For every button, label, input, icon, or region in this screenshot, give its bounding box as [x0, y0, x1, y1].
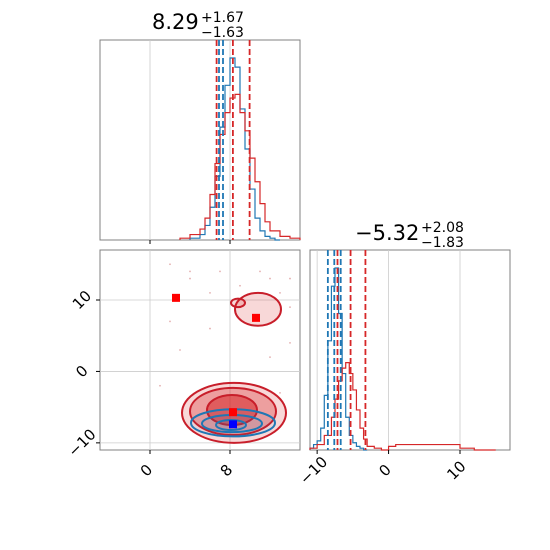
panel-marginal-2-xtick-label-2: 10	[443, 457, 469, 483]
panel-joint-contour-red-4	[230, 297, 246, 309]
panel-joint-grid	[100, 250, 300, 450]
panel-joint-marker-red-2	[229, 408, 237, 417]
panel-joint-contour-red-3	[234, 291, 282, 327]
panel-marginal-1-frame	[99, 39, 301, 241]
panel-marginal-2-ticks: −10 0 10	[296, 450, 470, 488]
panel-joint-xtick-label-0: 0	[137, 461, 156, 480]
panel-joint-sample-point	[289, 306, 291, 309]
panel-marginal-1: 8.29 +1.67 −1.63	[99, 10, 301, 244]
panel-marginal-1-histograms	[179, 57, 301, 241]
panel-joint-sample-point	[239, 284, 241, 287]
panel-joint-sample-point	[289, 277, 291, 280]
panel-joint-ytick-label-1: 0	[72, 362, 91, 381]
panel-marginal-1-title-value: 8.29	[152, 10, 199, 34]
panel-joint-sample-point	[169, 263, 171, 266]
panel-joint-sample-point	[289, 341, 291, 344]
panel-marginal-2-xtick-label-1: 0	[375, 461, 394, 480]
panel-joint-sample-point	[159, 384, 161, 387]
panel-joint-sample-point	[189, 270, 191, 273]
panel-marginal-2-title-value: −5.32	[355, 221, 419, 245]
panel-marginal-2-title-lower: −1.83	[421, 235, 464, 251]
panel-marginal-2-histograms	[309, 267, 496, 451]
panel-marginal-2-histogram-blue	[309, 267, 368, 451]
panel-joint-sample-point	[279, 291, 281, 294]
panel-marginal-1-histogram-blue	[189, 57, 280, 241]
panel-joint-sample-point	[259, 270, 261, 273]
panel-joint-markers	[172, 293, 260, 429]
panel-joint-sample-point	[179, 349, 181, 351]
panel-marginal-1-quantiles	[215, 40, 251, 240]
panel-joint: 0 8 −10 0 10	[64, 249, 301, 480]
panel-joint-sample-point	[169, 320, 171, 323]
panel-marginal-1-histogram-red	[179, 93, 301, 240]
panel-marginal-1-title-upper: +1.67	[201, 10, 244, 26]
panel-marginal-2-grid	[316, 250, 461, 450]
panel-joint-sample-point	[209, 291, 211, 294]
panel-marginal-1-ticks	[149, 240, 231, 244]
panel-marginal-2-xtick-label-0: −10	[296, 453, 331, 488]
panel-joint-sample-point	[219, 270, 221, 273]
panel-marginal-2-frame	[309, 249, 511, 451]
panel-marginal-2-histogram-red	[309, 362, 496, 451]
panel-marginal-2-title-upper: +2.08	[421, 220, 464, 236]
panel-joint-sample-point	[269, 356, 271, 359]
panel-marginal-2-quantiles	[326, 250, 367, 450]
panel-joint-ytick-label-2: 10	[69, 287, 95, 313]
panel-marginal-1-title-lower: −1.63	[201, 25, 244, 41]
panel-joint-sample-point	[279, 391, 281, 394]
panel-joint-marker-red-0	[172, 293, 180, 302]
panel-joint-marker-red-1	[252, 313, 260, 322]
panel-marginal-1-title: 8.29	[152, 10, 199, 34]
panel-joint-sample-point	[189, 277, 191, 280]
panel-joint-sample-point	[209, 327, 211, 330]
panel-joint-ytick-label-0: −10	[64, 425, 99, 460]
panel-joint-marker-blue-0	[229, 420, 237, 429]
panel-joint-frame	[99, 249, 301, 451]
panel-joint-sample-point	[269, 277, 271, 280]
panel-marginal-2: −10 0 10 −5.32 +2.08 −1.83	[296, 220, 511, 488]
panel-marginal-2-title: −5.32	[355, 221, 419, 245]
panel-joint-xtick-label-1: 8	[217, 461, 236, 480]
